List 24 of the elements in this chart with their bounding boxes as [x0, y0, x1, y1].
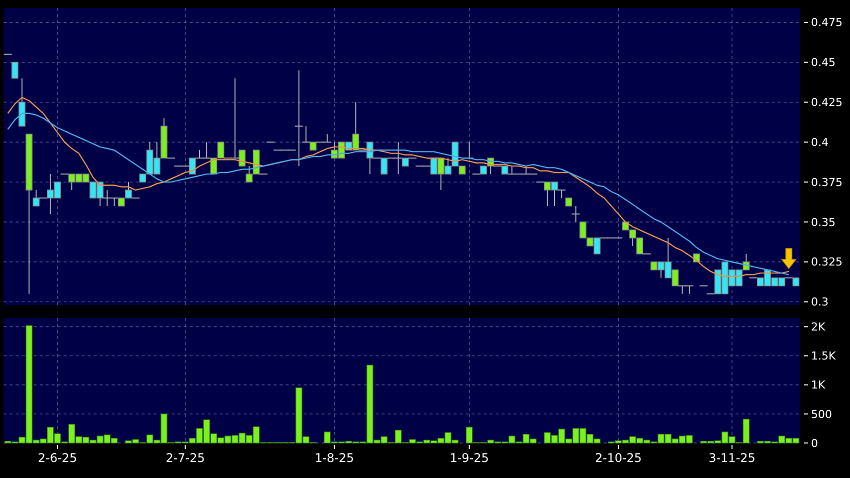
y-tick-label: 0.45	[811, 56, 836, 70]
y-tick-label: 2K	[811, 320, 826, 334]
candlestick	[238, 150, 246, 166]
x-tick-label: 2-7-25	[166, 451, 205, 465]
x-tick-label: 1-9-25	[450, 451, 489, 465]
candlestick	[18, 78, 26, 127]
y-tick-label: 0.325	[811, 256, 842, 269]
y-tick-label: 1K	[811, 378, 826, 392]
y-tick-label: 500	[811, 408, 832, 421]
x-tick-label: 3-11-25	[708, 451, 756, 465]
y-tick-label: 0.425	[811, 96, 842, 110]
y-tick-label: 1.5K	[811, 350, 836, 363]
x-tick-label: 2-6-25	[38, 451, 78, 465]
x-tick-label: 2-10-25	[594, 451, 642, 465]
x-tick-label: 1-8-25	[314, 451, 354, 465]
y-tick-label: 0	[811, 436, 818, 450]
candlestick	[188, 158, 196, 174]
y-tick-label: 0.475	[811, 16, 842, 30]
y-tick-label: 0.375	[811, 176, 842, 189]
y-tick-label: 0.3	[811, 296, 828, 309]
candlestick	[11, 62, 18, 79]
y-tick-label: 0.4	[811, 136, 828, 149]
y-tick-label: 0.35	[811, 216, 836, 229]
candlestick	[380, 158, 388, 174]
